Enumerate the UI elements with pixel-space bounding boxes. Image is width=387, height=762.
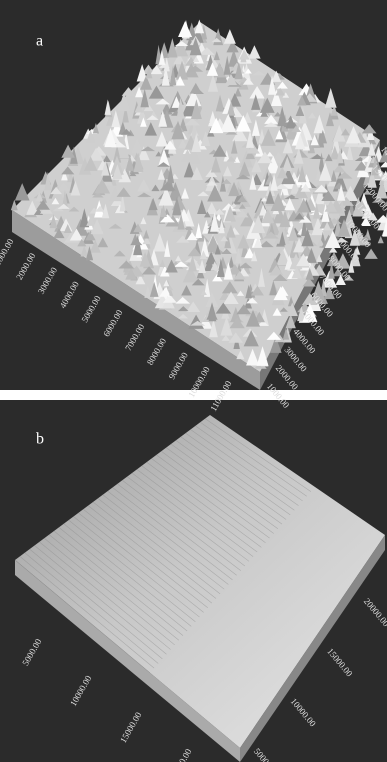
panel-label: a (36, 33, 43, 50)
panel-label: b (36, 431, 44, 448)
figure: a b 1000.002000.003000.004000.005000.006… (0, 0, 387, 762)
